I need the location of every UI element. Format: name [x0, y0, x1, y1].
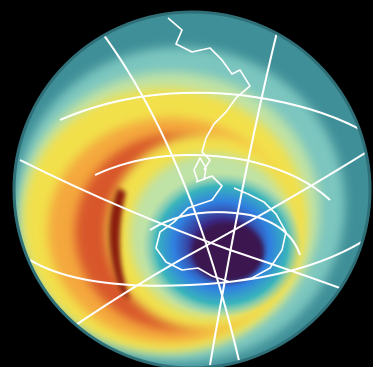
longitude-line-3 [39, 149, 370, 351]
latitude-lines [29, 91, 370, 287]
globe [14, 12, 370, 367]
ozone-hole-core [192, 222, 264, 282]
coastlines [155, 17, 287, 283]
longitude-lines [19, 19, 370, 366]
latitude-line-polar [149, 211, 301, 256]
longitude-line-2 [209, 19, 281, 366]
globe-rim [12, 10, 372, 367]
latitude-line-outer [29, 239, 366, 287]
latitude-line-inner [94, 154, 331, 201]
longitude-line-4 [19, 159, 370, 301]
peninsula-coast [193, 157, 207, 183]
antarctica-coast [155, 175, 287, 283]
south-america-coast [167, 17, 251, 171]
longitude-line-1 [99, 29, 241, 366]
dark-red-streak [109, 188, 130, 300]
